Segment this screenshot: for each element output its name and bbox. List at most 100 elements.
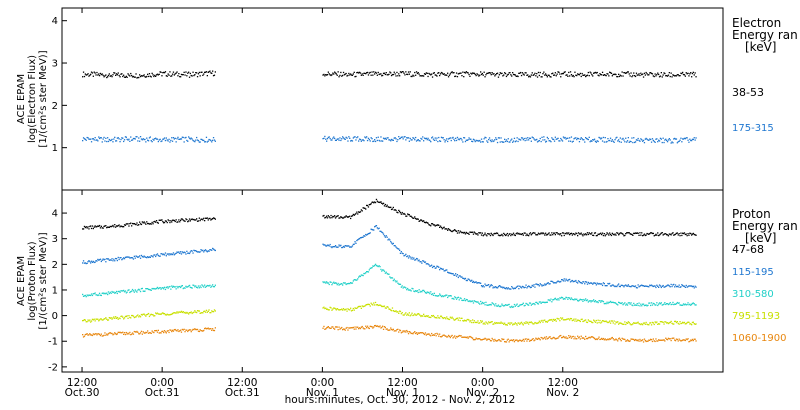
data-point [435, 335, 437, 337]
data-point [623, 286, 625, 288]
data-point [570, 136, 573, 138]
data-point [199, 219, 201, 222]
data-point [590, 282, 592, 284]
data-point [447, 76, 450, 78]
data-point [163, 331, 165, 334]
data-point [664, 139, 666, 141]
data-point [658, 303, 660, 305]
data-point [664, 233, 666, 235]
data-point [82, 319, 85, 322]
data-point [501, 141, 503, 143]
data-point [121, 332, 123, 334]
data-point [541, 337, 543, 339]
data-point [133, 223, 135, 225]
data-point [439, 317, 441, 319]
data-point [670, 303, 672, 306]
data-point [649, 138, 651, 140]
data-point [574, 320, 576, 322]
data-point [174, 220, 176, 223]
data-point [91, 72, 94, 74]
data-point [447, 318, 449, 320]
data-point [393, 278, 395, 280]
data-point [348, 245, 350, 247]
data-point [429, 139, 431, 142]
data-point [158, 313, 160, 315]
data-point [650, 304, 652, 307]
data-point [413, 257, 415, 259]
data-point [443, 317, 445, 319]
data-point [98, 333, 100, 335]
data-point [211, 310, 213, 312]
data-point [596, 322, 598, 324]
data-point [131, 332, 134, 334]
data-point [420, 261, 422, 263]
data-point [128, 225, 130, 227]
data-point [442, 137, 444, 139]
data-point [410, 258, 412, 260]
data-point [526, 287, 528, 289]
data-point [144, 314, 146, 316]
data-point [369, 325, 371, 327]
data-point [536, 322, 538, 325]
data-point [95, 318, 97, 320]
data-point [419, 140, 421, 142]
data-point [549, 283, 551, 285]
data-point [593, 232, 596, 234]
data-point [214, 327, 216, 329]
data-point [579, 298, 581, 300]
data-point [522, 73, 524, 75]
data-point [638, 302, 640, 304]
data-point [534, 286, 536, 288]
data-point [607, 233, 609, 235]
data-point [89, 319, 91, 321]
data-point [132, 223, 135, 225]
data-point [119, 317, 121, 320]
data-point [651, 73, 654, 75]
data-point [358, 328, 360, 330]
data-point [520, 137, 523, 139]
data-point [348, 282, 350, 285]
data-point [593, 301, 596, 303]
data-point [120, 315, 122, 318]
legend-title-line: Electron [732, 16, 781, 30]
data-point [204, 71, 206, 73]
data-point [341, 246, 343, 249]
data-point [188, 329, 191, 331]
data-point [645, 234, 647, 236]
data-point [492, 234, 494, 237]
data-point [82, 260, 85, 262]
data-point [411, 139, 413, 141]
data-point [523, 322, 525, 324]
data-point [390, 310, 393, 312]
data-point [581, 337, 583, 339]
data-point [631, 338, 633, 340]
data-point [361, 139, 363, 141]
data-point [652, 285, 654, 288]
data-point [663, 233, 665, 235]
data-point [463, 71, 466, 74]
data-point [387, 74, 389, 76]
data-point [327, 215, 329, 217]
data-point [423, 75, 425, 77]
data-point [522, 338, 524, 341]
data-point [384, 203, 386, 206]
data-point [454, 274, 456, 276]
data-point [462, 277, 464, 279]
data-point [522, 234, 524, 236]
data-point [475, 281, 477, 283]
data-point [659, 303, 662, 305]
data-point [673, 337, 675, 339]
data-point [499, 234, 501, 237]
data-point [328, 216, 330, 218]
data-point [533, 284, 535, 286]
data-point [352, 73, 354, 75]
data-point [410, 314, 412, 316]
data-point [442, 317, 444, 320]
data-point [155, 287, 158, 290]
data-point [94, 72, 96, 74]
data-point [201, 312, 203, 314]
data-point [393, 310, 395, 312]
data-point [569, 71, 572, 73]
data-point [123, 317, 126, 319]
